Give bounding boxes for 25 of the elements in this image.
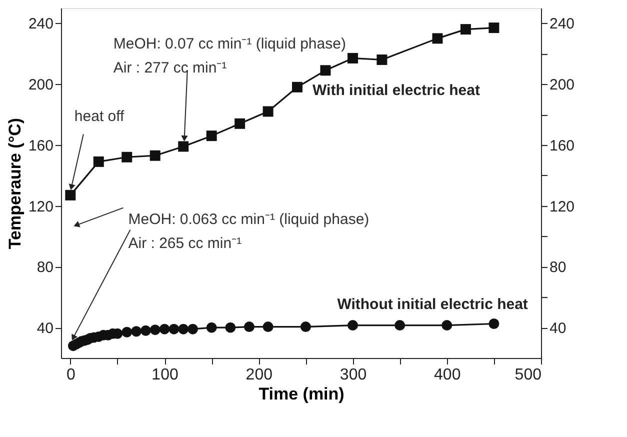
- x-tick-label: 100: [152, 366, 178, 384]
- annotation: heat off: [74, 108, 126, 126]
- y-axis-title: Temperaure (°C): [5, 118, 24, 250]
- x-axis-title: Time (min): [258, 384, 344, 404]
- y2-tick-label: 160: [550, 137, 575, 154]
- x-tick-label: 0: [66, 366, 76, 384]
- y2-tick-label: 120: [550, 198, 575, 216]
- annotation: MeOH: 0.063 cc min⁻¹ (liquid phase) Air : 265 cc min⁻¹: [128, 210, 370, 252]
- series-label: With initial electric heat: [312, 82, 480, 99]
- y2-tick-label: 40: [550, 320, 566, 338]
- x-tick-label: 500: [514, 366, 542, 384]
- y-tick-label: 80: [36, 259, 54, 276]
- y-tick-label: 120: [28, 198, 54, 216]
- y-tick-label: 200: [28, 76, 54, 94]
- x-tick-label: 200: [246, 366, 273, 384]
- y2-tick-label: 240: [550, 16, 575, 33]
- y2-tick-label: 200: [550, 76, 575, 94]
- y-tick-label: 240: [28, 16, 54, 33]
- x-tick-label: 400: [434, 366, 461, 384]
- y2-tick-label: 80: [550, 259, 566, 276]
- x-tick-label: 300: [340, 366, 367, 384]
- annotation: MeOH: 0.07 cc min⁻¹ (liquid phase) Air : 277 cc min⁻¹: [113, 35, 346, 76]
- series-label: Without initial electric heat: [337, 296, 528, 313]
- y-tick-label: 160: [28, 137, 54, 154]
- y-tick-label: 40: [36, 320, 54, 338]
